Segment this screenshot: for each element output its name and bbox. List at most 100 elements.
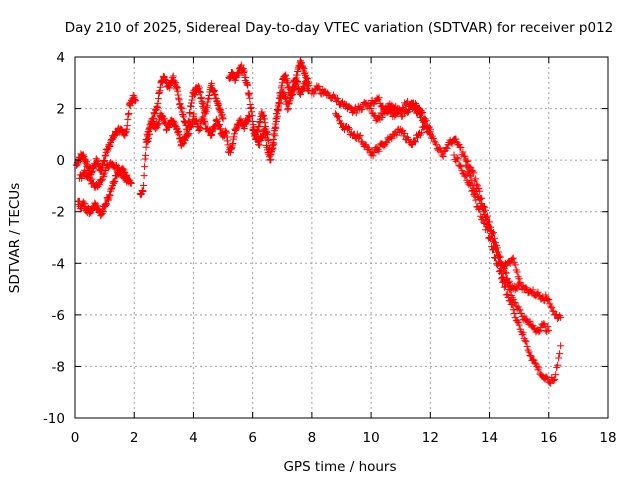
series-6 [225,57,313,159]
x-tick-label: 0 [71,430,80,446]
data-point [527,352,535,360]
series-12 [450,151,553,336]
data-point [462,161,470,169]
data-point [361,141,369,149]
data-point [439,152,447,160]
data-point [315,82,323,90]
data-point [506,286,514,294]
data-point [103,200,111,208]
data-point [521,337,529,345]
data-point [492,248,500,256]
data-point [186,108,194,116]
data-point [548,304,556,312]
data-point [504,293,512,301]
data-point [501,268,509,276]
data-point [244,81,252,89]
data-point [420,117,428,125]
data-point [191,91,199,99]
data-point [512,284,520,292]
data-point [513,284,521,292]
data-point [535,328,543,336]
data-point [522,284,530,292]
x-tick-label: 18 [599,430,616,446]
data-point [508,255,516,263]
data-point [142,151,150,159]
data-point [118,171,126,179]
data-point [523,342,531,350]
data-point [459,148,467,156]
data-point [526,352,534,360]
data-point [132,97,140,105]
data-point [500,283,508,291]
y-tick-label: -10 [43,411,65,427]
data-point [369,152,377,160]
data-point [422,124,430,132]
data-point [115,163,123,171]
data-point [550,376,558,384]
data-point [516,278,524,286]
data-point [435,144,443,152]
data-point [123,122,131,130]
data-point [466,171,474,179]
x-tick-label: 10 [363,430,380,446]
data-point [555,354,563,362]
data-point [355,133,363,141]
data-point [509,254,517,262]
data-point [509,295,517,303]
data-point [378,114,386,122]
data-point [262,134,270,142]
data-point [440,148,448,156]
data-point [498,278,506,286]
data-point [104,164,112,172]
plot-frame [74,56,609,419]
x-tick-label: 14 [481,430,498,446]
series-1 [72,92,140,179]
data-point [375,94,383,102]
data-point [501,282,509,290]
data-point [506,297,514,305]
y-tick-label: -8 [52,359,65,375]
x-tick-label: 16 [540,430,557,446]
data-point [388,135,396,143]
data-point [502,275,510,283]
data-point [98,175,106,183]
series-9 [332,110,434,160]
data-point [556,312,564,320]
data-point [196,88,204,96]
data-point [125,110,133,118]
data-point [310,90,318,98]
data-point [412,138,420,146]
data-point [487,226,495,234]
series-14 [462,161,523,283]
data-point [556,350,564,358]
data-point [346,104,354,112]
data-point [518,330,526,338]
data-point [454,155,462,163]
data-point [525,348,533,356]
data-point [494,254,502,262]
data-point [208,79,216,87]
data-point [483,216,491,224]
y-tick-label: 0 [56,153,65,169]
data-point [246,94,254,102]
data-point [140,172,148,180]
x-tick-label: 12 [422,430,439,446]
x-tick-label: 2 [130,430,139,446]
data-point [124,176,132,184]
data-point [124,177,132,185]
series-3 [75,159,132,191]
data-point [289,90,297,98]
x-tick-label: 4 [189,430,198,446]
data-point [504,281,512,289]
data-point [122,172,130,180]
data-point [491,244,499,252]
chart-title: Day 210 of 2025, Sidereal Day-to-day VTE… [65,20,614,36]
data-point [411,137,419,145]
data-point [490,238,498,246]
axis-ticks: 0 2 4 6 8 10 12 14 16 18 4 2 0 -2 -4 -6 -8 -10 [43,50,617,446]
data-point [140,182,148,190]
data-point [541,321,549,329]
data-point [509,306,517,314]
data-points [72,57,565,387]
